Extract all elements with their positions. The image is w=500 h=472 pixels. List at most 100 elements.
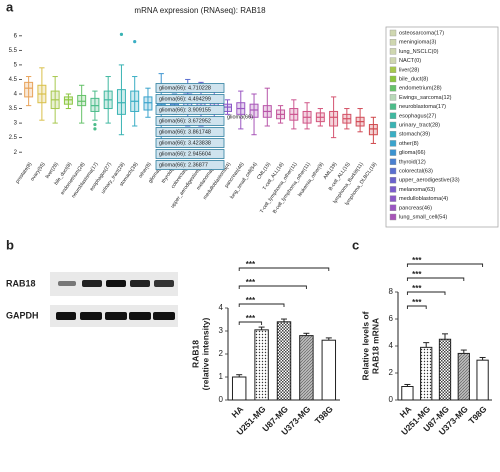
outlier [119, 32, 124, 36]
significance-bracket [238, 285, 307, 289]
bar [401, 386, 414, 401]
y-axis-label: Relative levels of [360, 311, 370, 380]
x-tick-label: prostate(8) [15, 161, 34, 185]
legend-label: osteosarcoma(17) [399, 30, 444, 36]
box [329, 110, 339, 127]
x-tick-label: HA [229, 404, 245, 420]
significance-bracket [238, 267, 330, 271]
significance-label: *** [412, 270, 422, 279]
legend-swatch [389, 84, 397, 92]
legend-label: endometrium(28) [399, 86, 442, 92]
y-axis-label: RAB18 mRNA [370, 318, 380, 374]
tooltip-text: glioma(66): 4.494299 [159, 96, 211, 102]
legend-label: liver(28) [399, 67, 419, 73]
band [129, 312, 151, 320]
significance-label: *** [246, 260, 256, 269]
legend-swatch [389, 57, 397, 64]
legend-label: bile_duct(8) [399, 76, 428, 82]
y-tick-label: 1 [219, 372, 224, 381]
legend-swatch [389, 167, 397, 175]
panel-label: a [6, 0, 14, 14]
tooltip-box [155, 160, 225, 170]
legend-swatch [389, 140, 397, 147]
bar [299, 335, 314, 401]
legend-swatch [389, 66, 397, 74]
legend-swatch [389, 29, 397, 37]
legend-swatch [389, 39, 397, 46]
significance-label: *** [246, 314, 256, 323]
legend-swatch [389, 112, 397, 120]
box [63, 96, 73, 105]
box [223, 103, 232, 112]
y-tick-label: 4.5 [9, 77, 18, 83]
western-blot [50, 272, 178, 327]
y-tick-label: 5.5 [9, 48, 18, 54]
bar [321, 339, 337, 401]
panel-label: c [352, 237, 359, 252]
legend-swatch [389, 130, 397, 138]
y-tick-label: 4 [14, 92, 18, 98]
y-tick-label: 5 [14, 62, 18, 68]
legend-label: melanoma(63) [399, 187, 435, 193]
outlier [133, 40, 137, 44]
legend-label: neuroblastoma(17) [399, 104, 446, 110]
legend-swatch [389, 213, 397, 221]
significance-label: *** [412, 284, 422, 293]
legend-swatch [389, 94, 397, 101]
significance-bracket [238, 303, 285, 307]
y-tick-label: 3 [14, 121, 18, 127]
tooltip-box [155, 83, 225, 93]
legend-label: pancreas(46) [399, 205, 432, 211]
legend-label: thyroid(12) [399, 159, 426, 165]
y-tick-label: 8 [389, 287, 394, 296]
tooltip-box [155, 94, 225, 104]
x-tick-label: T98G [466, 404, 488, 426]
legend-swatch [389, 48, 397, 55]
significance-label: *** [412, 298, 422, 307]
legend-swatch [389, 158, 397, 166]
box [368, 124, 378, 136]
y-tick-label: 4 [219, 303, 224, 312]
bar [231, 376, 247, 401]
band [106, 280, 126, 287]
tooltip-text: glioma(66): 2.36877 [159, 162, 208, 168]
tooltip-text: glioma(66): 3.423838 [159, 140, 211, 146]
y-tick-label: 3 [219, 326, 224, 335]
legend-swatch [389, 176, 397, 184]
y-tick-label: 2 [219, 349, 224, 358]
y-tick-label: 2 [14, 150, 18, 156]
legend-label: Ewings_sarcoma(12) [399, 95, 452, 101]
box [249, 103, 259, 118]
y-axis-label: RAB18 [190, 340, 200, 368]
tooltip-box [155, 105, 225, 115]
y-tick-label: 2 [389, 368, 394, 377]
bar [457, 352, 470, 401]
tooltip-text: glioma(66): 2.945604 [159, 151, 211, 157]
box [77, 94, 87, 107]
significance-bracket [406, 263, 484, 267]
box [24, 81, 34, 98]
band [82, 280, 102, 287]
legend-swatch [389, 204, 397, 212]
bar [438, 338, 452, 401]
tooltip-text: glioma(66): 3.909155 [159, 107, 211, 113]
bar [276, 321, 292, 401]
tooltip-text: glioma(66): 4.710228 [159, 85, 211, 91]
y-tick-label: 2.5 [9, 135, 18, 141]
band [130, 280, 150, 287]
legend-swatch [389, 103, 397, 110]
y-tick-label: 0 [389, 395, 394, 404]
legend-frame [385, 26, 499, 228]
outlier [93, 122, 97, 127]
legend-swatch [389, 121, 397, 129]
panel-label: b [6, 237, 14, 252]
legend-label: NACT(0) [399, 58, 421, 64]
significance-label: *** [246, 278, 256, 287]
tooltip-text: glioma(66): 3.672952 [159, 118, 211, 124]
blot-row-label: GAPDH [6, 310, 39, 320]
legend-label: stomach(39) [399, 132, 430, 138]
bar [254, 329, 269, 401]
outlier [93, 127, 97, 131]
band [56, 312, 76, 320]
legend-label: lung_NSCLC(0) [399, 49, 439, 55]
